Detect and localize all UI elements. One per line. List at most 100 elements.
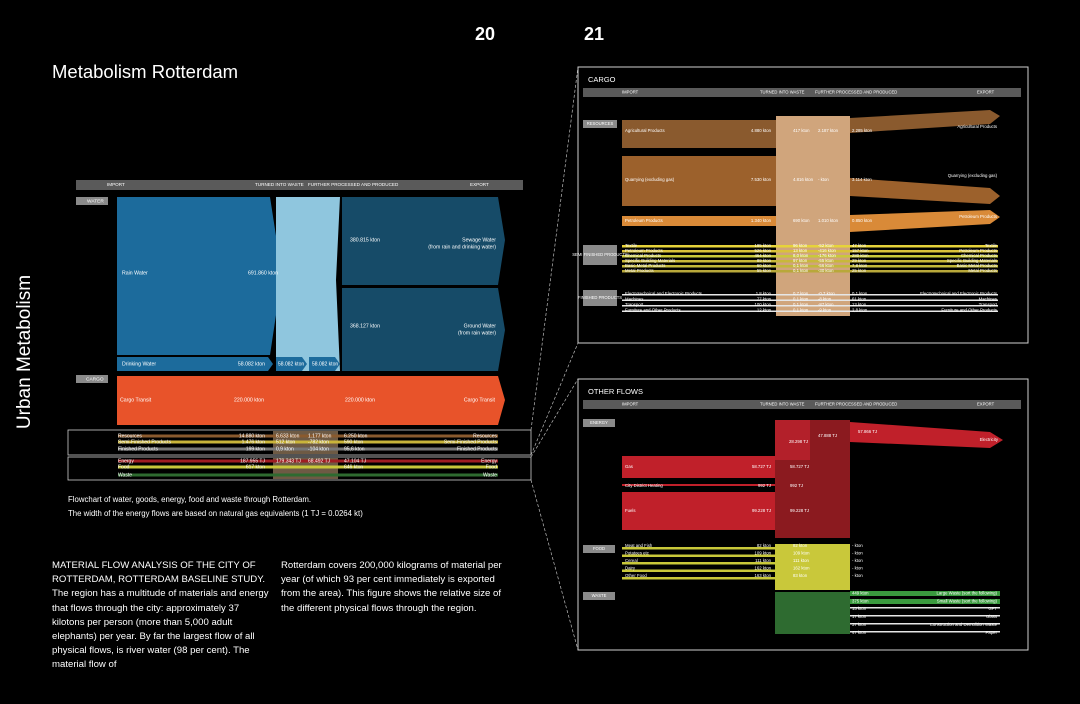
row-value: 157 kton xyxy=(852,248,869,253)
row-value: 464 kton xyxy=(755,253,772,258)
row-value: 512 kton xyxy=(276,439,295,445)
row-label: Electricity xyxy=(980,437,999,442)
row-value: - kton xyxy=(852,558,863,563)
group-label: WASTE xyxy=(592,593,607,598)
row-value: 0,1 kton xyxy=(852,291,868,296)
row-label: Small Waste (sort the following) xyxy=(937,599,998,604)
row-value: 163 kton xyxy=(755,573,772,578)
row-label: Potatoes etc xyxy=(625,551,650,556)
row-value: 0,1 kton xyxy=(793,302,809,307)
row-value: 13 kton xyxy=(852,302,867,307)
row-value: 109 kton xyxy=(755,551,772,556)
row-value: 99.228 TJ xyxy=(752,508,771,513)
row-label: Electrotechnical and Electronic Products xyxy=(625,291,702,296)
row-value: 58.727 TJ xyxy=(752,464,771,469)
flow-label: Ground Water xyxy=(464,323,497,329)
district-heating-flow xyxy=(622,484,775,486)
semi-band xyxy=(622,265,998,268)
row-label: Metal Products xyxy=(625,268,654,273)
row-label: Transport xyxy=(625,302,644,307)
column-label: TURNED INTO WASTE xyxy=(255,182,304,187)
row-label: Agricultural Products xyxy=(957,124,997,129)
semi-band xyxy=(622,255,998,258)
row-value: -8 kton xyxy=(818,297,832,302)
page-title: Metabolism Rotterdam xyxy=(52,61,238,82)
row-label: Waste xyxy=(118,472,132,478)
row-value: 0,7 kton xyxy=(793,291,809,296)
row-value: 109 kton xyxy=(793,551,810,556)
row-value: 4.816 kton xyxy=(793,177,814,182)
group-tag xyxy=(583,245,617,265)
row-value: 7,8 kton xyxy=(852,263,868,268)
row-value: 646 kton xyxy=(344,464,363,470)
column-label: FURTHER PROCESSED AND PRODUCED xyxy=(308,182,399,187)
row-label: Other Food xyxy=(625,573,647,578)
row-value: -104 kton xyxy=(308,446,329,452)
waste-column xyxy=(775,592,850,634)
row-value: 590 kton xyxy=(344,439,363,445)
row-value: 82 kton xyxy=(757,543,772,548)
flow-label: Cargo Transit xyxy=(120,397,152,403)
row-value: 195 kton xyxy=(755,243,772,248)
row-label: Energy xyxy=(118,458,134,464)
row-label: Machines xyxy=(625,297,643,302)
food-band xyxy=(622,547,775,550)
semi-band xyxy=(622,245,998,248)
flow-value: 58.082 kton xyxy=(312,361,338,367)
row-value: 6.633 kton xyxy=(276,433,300,439)
row-value: 0,9 kton xyxy=(276,446,294,452)
row-label: Quarrying (excluding gas) xyxy=(948,173,998,178)
row-value: 280 kton xyxy=(852,253,869,258)
row-value: 77 kton xyxy=(757,297,772,302)
row-value: - kton xyxy=(852,566,863,571)
flow-label: (from rain and drinking water) xyxy=(428,244,496,250)
row-value: 4.880 kton xyxy=(751,128,772,133)
row-value: 97 kton xyxy=(793,258,808,263)
flow-value: 58.082 kton xyxy=(238,361,265,367)
flow-value: 368.127 kton xyxy=(350,323,380,329)
processed-column xyxy=(776,116,850,316)
food-band xyxy=(622,577,775,580)
column-label: FURTHER PROCESSED AND PRODUCED xyxy=(815,402,897,407)
row-value: -55 kton xyxy=(818,258,834,263)
semi-band xyxy=(622,260,998,263)
group-tag xyxy=(583,419,615,427)
flow-band xyxy=(118,440,498,444)
row-value: 992 TJ xyxy=(758,483,771,488)
panel-title: CARGO xyxy=(588,75,616,84)
finished-band xyxy=(622,299,998,301)
sewage-water-flow xyxy=(342,197,505,285)
rain-water-flow xyxy=(117,197,282,355)
row-value: 89 kton xyxy=(757,258,772,263)
flow-value: 220.000 kton xyxy=(345,397,375,403)
flow-label: Sewage Water xyxy=(462,237,496,243)
panel-title: OTHER FLOWS xyxy=(588,387,643,396)
body-text-left: MATERIAL FLOW ANALYSIS OF THE CITY OF RO… xyxy=(52,560,269,671)
flow-label: Drinking Water xyxy=(122,361,156,367)
row-value: 100 kton xyxy=(755,302,772,307)
row-value: - kton xyxy=(852,543,863,548)
section-tag xyxy=(76,197,108,205)
row-value: 29 kton xyxy=(852,258,867,263)
group-label: FINISHED PRODUCTS xyxy=(578,295,622,300)
column-label: IMPORT xyxy=(107,182,125,187)
row-value: 162 kton xyxy=(793,566,810,571)
drinking-water-flow xyxy=(117,357,273,371)
quarrying-export xyxy=(850,178,1000,204)
flow-band xyxy=(118,447,498,451)
flow-value: 58.082 kton xyxy=(278,361,304,367)
column-label: EXPORT xyxy=(470,182,489,187)
row-value: -176 kton xyxy=(818,253,837,258)
row-label: Finished Products xyxy=(118,446,159,452)
row-value: 47.888 TJ xyxy=(818,433,837,438)
flow-band xyxy=(118,434,498,438)
row-value: 96 kton xyxy=(793,243,808,248)
row-value: 6.250 kton xyxy=(344,433,368,439)
row-value: 99.228 TJ xyxy=(790,508,809,513)
row-label: Waste xyxy=(483,472,497,478)
waste-band xyxy=(850,607,1000,609)
finished-band xyxy=(622,305,998,307)
flow-label: (from rain water) xyxy=(458,330,496,336)
row-value: 8,0 kton xyxy=(793,253,809,258)
